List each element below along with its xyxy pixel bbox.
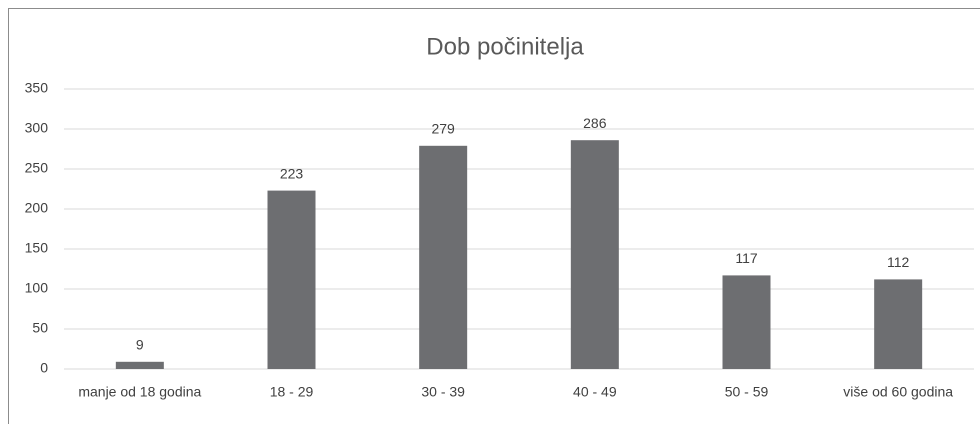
bar <box>267 190 316 369</box>
bar <box>115 361 164 369</box>
data-label: 9 <box>136 337 144 353</box>
y-tick-label: 150 <box>25 240 49 256</box>
bar <box>722 275 771 369</box>
y-tick-label: 50 <box>32 320 48 336</box>
x-tick-label: 40 - 49 <box>573 384 617 400</box>
y-tick-label: 200 <box>25 200 49 216</box>
x-tick-label: više od 60 godina <box>843 384 953 400</box>
bar <box>419 145 468 369</box>
x-tick-label: 30 - 39 <box>421 384 465 400</box>
bar <box>874 279 923 369</box>
bar <box>570 140 619 369</box>
x-tick-label: 18 - 29 <box>270 384 314 400</box>
y-tick-label: 100 <box>25 280 49 296</box>
data-label: 117 <box>735 250 758 266</box>
data-label: 112 <box>887 254 910 270</box>
x-tick-label: manje od 18 godina <box>78 384 201 400</box>
chart-title: Dob počinitelja <box>426 33 584 60</box>
y-tick-label: 250 <box>25 160 49 176</box>
x-tick-label: 50 - 59 <box>725 384 769 400</box>
data-label: 286 <box>583 115 607 131</box>
data-label: 223 <box>280 165 304 181</box>
y-tick-label: 0 <box>40 360 48 376</box>
y-tick-label: 350 <box>25 80 49 96</box>
y-tick-label: 300 <box>25 120 49 136</box>
data-label: 279 <box>431 121 455 137</box>
chart-border <box>8 8 980 424</box>
